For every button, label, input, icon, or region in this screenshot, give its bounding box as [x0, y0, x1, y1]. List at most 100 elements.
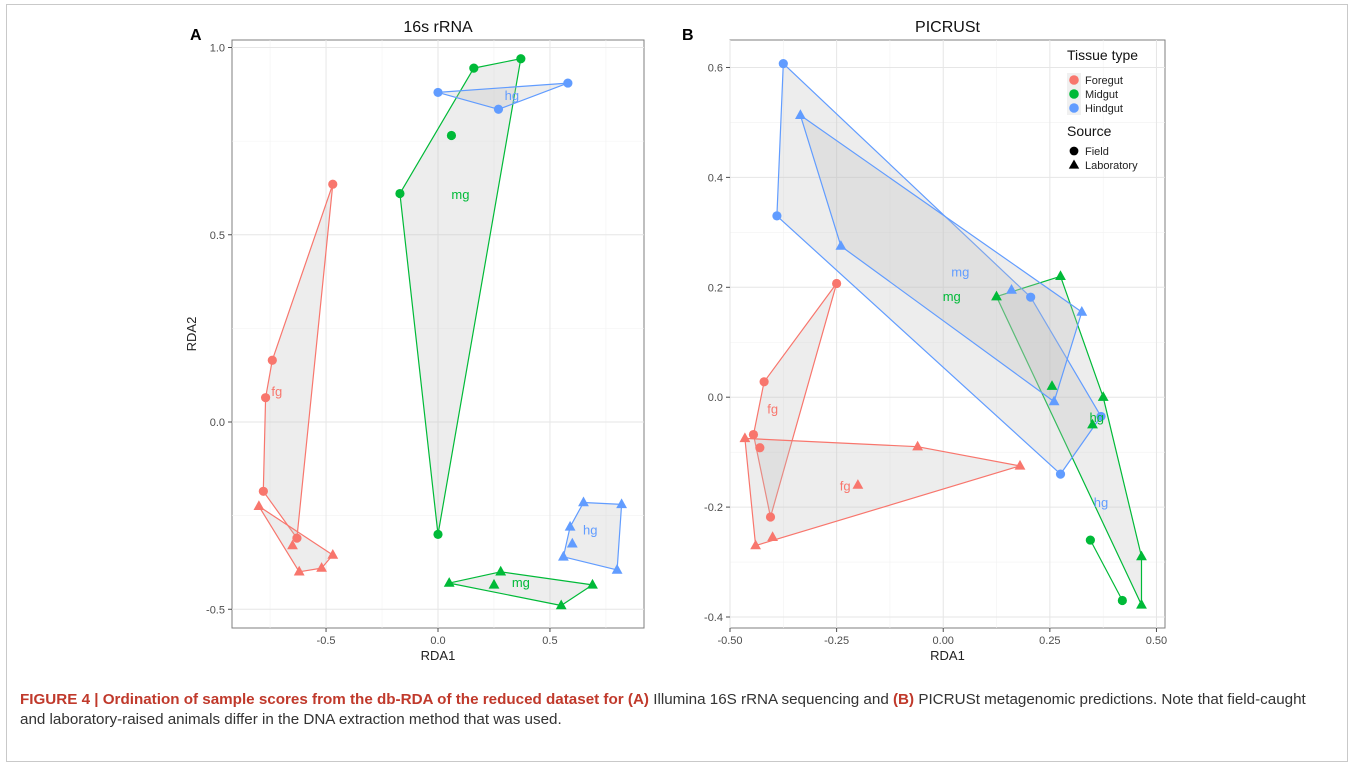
- point-foregut-field: [292, 533, 302, 543]
- x-tick-label: 0.25: [1039, 635, 1060, 647]
- point-midgut-laboratory: [1055, 270, 1066, 280]
- point-hindgut-laboratory: [1006, 284, 1017, 294]
- point-midgut-laboratory: [488, 578, 500, 589]
- group-label-midgut: mg: [451, 187, 469, 202]
- legend-title-source: Source: [1067, 123, 1112, 139]
- group-label-midgut: mg: [943, 289, 961, 304]
- y-tick-label: 0.2: [708, 282, 723, 294]
- point-midgut-field: [1085, 535, 1095, 545]
- figure-plots: fg mg mg hg hg -0.5 0.0 0.5 -0.5 0.0 0.5 1.0 RDA1 RDA…: [184, 19, 1167, 663]
- point-hindgut-field: [772, 211, 782, 221]
- x-tick-label: 0.00: [933, 635, 954, 647]
- point-foregut-laboratory: [316, 562, 327, 572]
- y-tick-label: -0.5: [206, 604, 225, 616]
- point-foregut-field: [258, 486, 268, 496]
- point-midgut-laboratory: [1136, 598, 1147, 609]
- legend-label-foregut: Foregut: [1085, 75, 1123, 87]
- point-midgut-laboratory: [1136, 550, 1147, 561]
- y-tick-label: -0.4: [704, 612, 723, 624]
- legend-label-laboratory: Laboratory: [1085, 160, 1138, 172]
- hull-hindgut-field: [776, 62, 1102, 475]
- point-hindgut-laboratory: [795, 109, 806, 119]
- point-midgut-field: [446, 130, 457, 141]
- point-foregut-field: [748, 429, 759, 440]
- point-midgut-laboratory: [1046, 380, 1058, 390]
- point-hindgut-laboratory: [578, 496, 589, 507]
- point-foregut-laboratory: [852, 479, 864, 489]
- caption-bold-lead: FIGURE 4 | Ordination of sample scores f…: [20, 691, 628, 708]
- point-foregut-field: [759, 377, 769, 387]
- y-tick-label: 0.0: [210, 417, 225, 429]
- point-midgut-field: [516, 54, 526, 64]
- point-hindgut-laboratory: [558, 550, 569, 561]
- point-foregut-field: [260, 393, 271, 403]
- point-hindgut-laboratory: [835, 240, 847, 250]
- point-foregut-laboratory: [1014, 459, 1026, 470]
- legend-label-field: Field: [1085, 146, 1109, 158]
- x-axis-title: RDA1: [930, 648, 965, 663]
- y-tick-label: 0.5: [210, 230, 225, 242]
- point-midgut-laboratory: [587, 578, 598, 589]
- plot-area: [729, 39, 1166, 629]
- chart-panel-b: fg fg mg hg hg mg -0.50 -0.25 0.00 0.25 0.50 -0.4 -0…: [682, 19, 1167, 663]
- legend-title-tissue: Tissue type: [1067, 47, 1138, 63]
- point-midgut-field: [469, 63, 479, 73]
- point-hindgut-field: [778, 59, 788, 69]
- point-midgut-laboratory: [991, 290, 1002, 301]
- caption-text-b: PICRUSt metagenomic predictions. Note th…: [20, 691, 1306, 728]
- point-hindgut-laboratory: [616, 498, 627, 509]
- legend-label-midgut: Midgut: [1085, 89, 1118, 101]
- point-foregut-laboratory: [739, 432, 751, 443]
- figure-frame: [6, 4, 1348, 762]
- point-foregut-field: [765, 512, 776, 522]
- point-hindgut-field: [1096, 411, 1106, 422]
- point-midgut-field: [395, 188, 405, 199]
- point-midgut-laboratory: [443, 577, 455, 587]
- group-label-hindgut: hg: [583, 522, 597, 537]
- point-hindgut-field: [493, 104, 504, 114]
- x-tick-label: 0.5: [542, 635, 557, 647]
- point-midgut-laboratory: [495, 565, 507, 576]
- x-tick-label: 0.50: [1146, 635, 1167, 647]
- legend-swatch-midgut: [1069, 89, 1079, 99]
- group-label-midgut: mg: [512, 575, 530, 590]
- y-axis-title: RDA2: [184, 317, 199, 352]
- chart-panel-a: fg mg mg hg hg -0.5 0.0 0.5 -0.5 0.0 0.5 1.0 RDA1 RDA…: [184, 19, 645, 663]
- point-foregut-field: [328, 179, 338, 189]
- x-tick-label: -0.50: [717, 635, 742, 647]
- hull-midgut-laboratory: [995, 275, 1143, 606]
- point-foregut-field: [832, 278, 842, 289]
- point-foregut-laboratory: [253, 500, 265, 510]
- group-label-hindgut: mg: [951, 264, 969, 279]
- legend: Tissue type Foregut Midgut Hindgut Source Fie…: [1067, 47, 1138, 172]
- legend-swatch-foregut: [1069, 75, 1079, 85]
- group-label-hindgut: hg: [505, 88, 519, 103]
- point-foregut-field: [267, 355, 277, 365]
- group-label-midgut: hg: [1090, 410, 1104, 425]
- figure-caption: FIGURE 4 | Ordination of sample scores f…: [20, 690, 1330, 730]
- group-label-foregut: fg: [271, 384, 282, 399]
- caption-label-b: (B): [893, 691, 915, 708]
- group-label-foregut: fg: [767, 402, 778, 417]
- panel-title: PICRUSt: [915, 19, 980, 36]
- x-tick-label: -0.25: [824, 635, 849, 647]
- legend-shape-laboratory: [1068, 159, 1080, 169]
- panel-letter: B: [682, 27, 694, 44]
- hull-hindgut-field: [437, 82, 569, 110]
- point-hindgut-field: [563, 78, 573, 88]
- x-axis-title: RDA1: [421, 648, 456, 663]
- legend-swatch-hindgut: [1069, 103, 1079, 113]
- point-hindgut-field: [1055, 469, 1066, 479]
- point-hindgut-laboratory: [564, 520, 576, 531]
- x-tick-label: -0.5: [317, 635, 336, 647]
- legend-shape-field: [1069, 146, 1079, 156]
- point-hindgut-field: [1026, 292, 1036, 302]
- point-midgut-laboratory: [1087, 418, 1098, 429]
- point-midgut-laboratory: [1097, 391, 1109, 401]
- point-foregut-laboratory: [750, 539, 761, 550]
- y-tick-label: 0.0: [708, 392, 723, 404]
- group-label-hindgut: hg: [1094, 495, 1108, 510]
- y-tick-label: -0.2: [704, 502, 723, 514]
- point-foregut-laboratory: [767, 531, 778, 541]
- point-hindgut-laboratory: [611, 563, 623, 574]
